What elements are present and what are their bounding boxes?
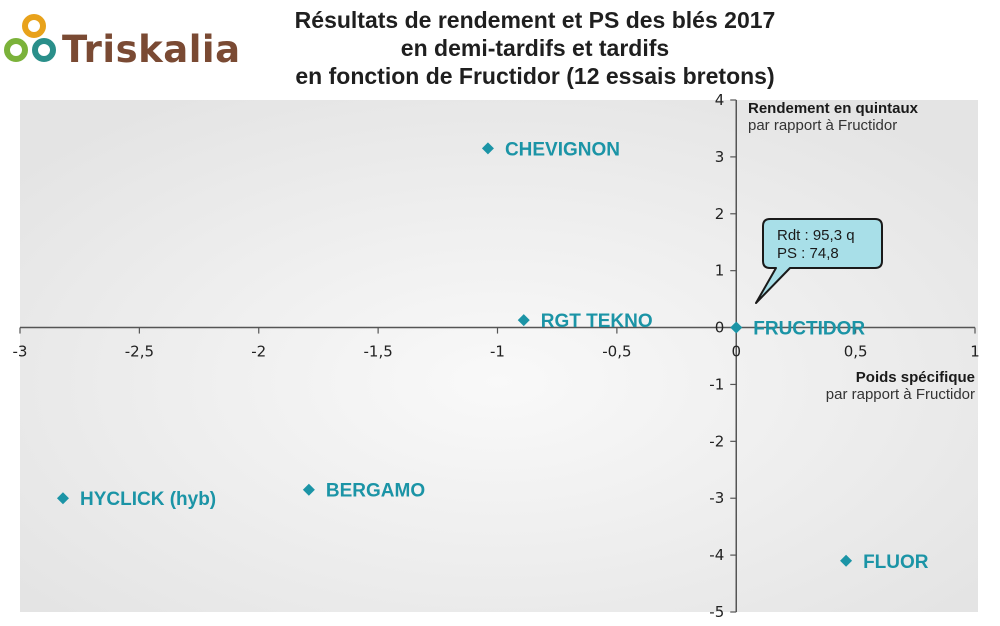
x-tick-label: 0,5	[844, 343, 868, 361]
point-bergamo	[302, 483, 315, 496]
y-tick-label: 3	[715, 148, 725, 166]
y-tick-label: -5	[709, 603, 724, 621]
point-label-fructidor: FRUCTIDOR	[753, 319, 865, 340]
x-axis-title: Poids spécifique	[856, 369, 975, 386]
point-label-bergamo: BERGAMO	[326, 481, 425, 502]
callout-bubble	[755, 218, 883, 304]
y-tick-label: 4	[715, 91, 725, 109]
callout-rendement: Rdt : 95,3 q	[777, 227, 855, 244]
point-chevignon	[481, 142, 494, 155]
chart-title-line-1: Résultats de rendement et PS des blés 20…	[294, 7, 776, 33]
x-tick-label: -2,5	[125, 343, 154, 361]
fructidor-callout: Rdt : 95,3 q PS : 74,8	[755, 218, 883, 304]
chart-title-line-3: en fonction de Fructidor (12 essais bret…	[295, 63, 775, 89]
x-tick-label: -1,5	[363, 343, 392, 361]
y-tick-label: -1	[709, 375, 724, 393]
point-fructidor	[730, 321, 743, 334]
callout-ps: PS : 74,8	[777, 245, 839, 262]
chart-title-line-2: en demi-tardifs et tardifs	[400, 35, 670, 61]
x-tick-label: 1	[970, 343, 980, 361]
y-tick-label: -2	[709, 432, 724, 450]
y-axis-ticks: 4 3 2 1 0 -1 -2 -3 -4 -5	[709, 91, 737, 621]
x-tick-label: -3	[13, 343, 28, 361]
x-tick-label: -0,5	[602, 343, 631, 361]
point-label-chevignon: CHEVIGNON	[505, 139, 620, 160]
point-label-hyclick-hyb: HYCLICK (hyb)	[80, 489, 216, 510]
y-tick-label: -3	[709, 489, 724, 507]
y-tick-label: 0	[715, 319, 725, 337]
y-tick-label: 1	[715, 262, 725, 280]
chart-title: Résultats de rendement et PS des blés 20…	[230, 6, 840, 90]
plot-area	[20, 100, 978, 612]
x-axis-subtitle: par rapport à Fructidor	[826, 386, 975, 403]
point-rgt-tekno	[517, 314, 530, 327]
point-label-fluor: FLUOR	[863, 552, 929, 573]
y-axis-subtitle: par rapport à Fructidor	[748, 117, 897, 134]
triskalia-emblem-icon	[4, 14, 56, 62]
brand-name: Triskalia	[62, 28, 241, 71]
y-tick-label: 2	[715, 205, 725, 223]
y-axis-title: Rendement en quintaux	[748, 100, 919, 117]
point-hyclick-hyb	[56, 492, 69, 505]
point-fluor	[840, 554, 853, 567]
x-axis-ticks: -3 -2,5 -2 -1,5 -1 -0,5 0 0,5 1	[13, 327, 980, 361]
point-label-rgt-tekno: RGT TEKNO	[541, 311, 653, 332]
data-points: CHEVIGNON RGT TEKNO FRUCTIDOR HYCLICK (hyb)…	[56, 139, 929, 573]
x-tick-label: 0	[731, 343, 741, 361]
x-tick-label: -1	[490, 343, 505, 361]
x-tick-label: -2	[251, 343, 266, 361]
y-tick-label: -4	[709, 546, 724, 564]
triskalia-logo: Triskalia	[0, 10, 240, 71]
